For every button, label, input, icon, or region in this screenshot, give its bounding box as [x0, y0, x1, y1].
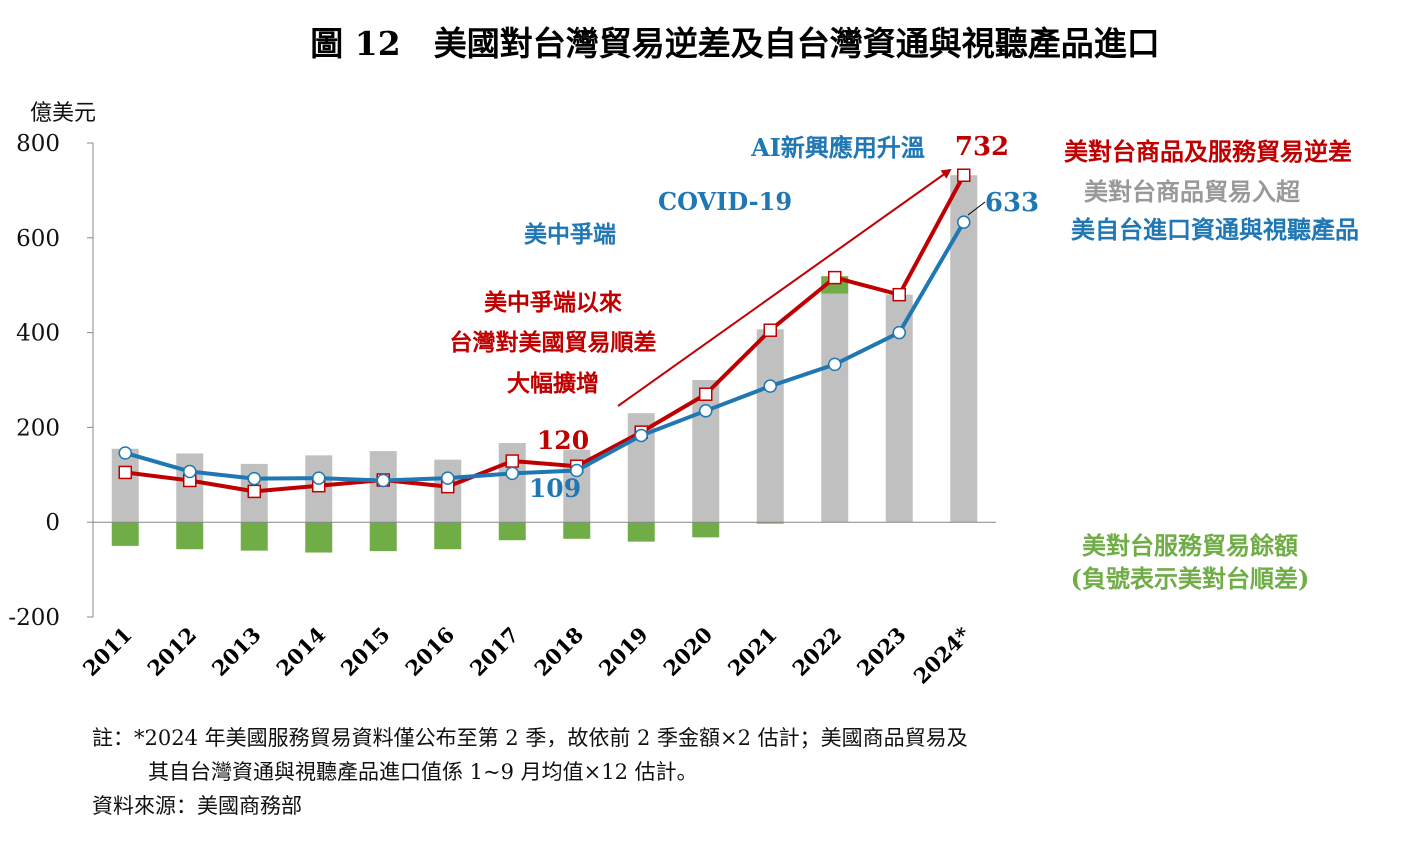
bar-services — [498, 522, 526, 541]
legend-services: 美對台服務貿易餘額 — [1082, 531, 1298, 560]
series-ict-marker — [957, 215, 971, 229]
x-tick-label: 2022 — [787, 622, 846, 681]
bars-layer — [111, 175, 978, 553]
x-tick-label: 2015 — [336, 622, 395, 681]
series-total-marker — [505, 454, 519, 468]
bar-goods — [950, 175, 978, 523]
series-ict-marker — [570, 463, 584, 478]
lines-layer — [118, 168, 971, 499]
bar-services — [111, 522, 139, 546]
x-tick-label: 2017 — [465, 622, 524, 681]
series-total-line — [125, 174, 966, 494]
data-label-732: 732 — [955, 132, 1009, 162]
series-ict-line — [124, 221, 966, 483]
x-tick-label: 2024* — [909, 622, 976, 689]
series-ict-marker — [312, 471, 326, 485]
legend-goods: 美對台商品貿易入超 — [1084, 177, 1301, 206]
data-label-109: 109 — [529, 474, 581, 503]
data-label-120: 120 — [537, 426, 589, 455]
series-total-marker — [699, 387, 713, 401]
series-ict-marker — [505, 466, 519, 481]
bar-services — [176, 522, 204, 550]
series-total-marker — [118, 465, 132, 480]
bar-services — [369, 522, 397, 552]
series-ict-marker — [699, 404, 713, 418]
series-ict-marker — [828, 357, 842, 372]
x-tick-label: 2021 — [723, 622, 782, 681]
annotation-since-line3: 大幅擴增 — [507, 370, 599, 397]
annotation-trade-war: 美中爭端 — [524, 221, 616, 248]
x-tick-label: 2014 — [271, 622, 330, 681]
y-tick-label: 0 — [45, 510, 60, 536]
series-ict-marker — [892, 325, 906, 340]
bar-services — [240, 522, 268, 551]
series-ict-marker — [118, 446, 132, 460]
x-tick-label: 2019 — [594, 622, 653, 681]
y-tick-label: 400 — [16, 321, 60, 347]
y-unit-label: 億美元 — [30, 101, 96, 126]
y-tick-label: 200 — [16, 415, 60, 441]
annotation-covid: COVID-19 — [658, 187, 792, 216]
series-ict-marker — [183, 464, 197, 479]
bar-goods — [756, 329, 784, 523]
x-tick-label: 2018 — [529, 622, 588, 681]
bar-goods — [176, 453, 204, 523]
annotation-since-line2: 台灣對美國貿易順差 — [450, 329, 657, 356]
x-tick-label: 2016 — [400, 622, 459, 681]
bar-services — [692, 522, 720, 538]
y-axis-ticks: 800 600 400 200 0 -200 — [8, 131, 93, 631]
y-tick-label: -200 — [8, 605, 60, 631]
chart-title: 圖 12 美國對台灣貿易逆差及自台灣資通與視聽產品進口 — [310, 24, 1159, 63]
series-total-marker — [247, 484, 261, 499]
x-tick-label: 2011 — [78, 622, 137, 681]
series-ict-marker — [376, 473, 390, 488]
bar-goods — [111, 448, 139, 523]
bar-services — [305, 522, 333, 553]
annotation-since-line1: 美中爭端以來 — [484, 289, 622, 316]
axes-layer — [92, 143, 996, 617]
series-total-marker — [763, 323, 777, 337]
series-ict-marker — [247, 471, 261, 486]
bar-services — [563, 522, 591, 539]
series-ict-marker — [634, 428, 648, 443]
legend-ict: 美自台進口資通與視聽產品 — [1071, 215, 1359, 244]
legend-services-note: (負號表示美對台順差) — [1071, 564, 1310, 593]
label-633-leader — [967, 201, 986, 216]
bar-goods — [821, 293, 849, 523]
series-total-marker — [892, 287, 906, 302]
bar-services — [756, 522, 784, 524]
series-ict-marker — [441, 471, 455, 485]
bar-services — [627, 522, 655, 542]
data-label-633: 633 — [985, 188, 1039, 218]
series-ict-marker — [763, 379, 777, 393]
x-axis-labels: 2011 2012 2013 2014 2015 2016 2017 2018 2019 2020… — [78, 622, 976, 689]
footnote-line1: 註：*2024 年美國服務貿易資料僅公布至第 2 季，故依前 2 季金額×2 估… — [92, 726, 968, 750]
source-note: 資料來源：美國商務部 — [92, 794, 302, 818]
legend-total: 美對台商品及服務貿易逆差 — [1064, 137, 1352, 166]
series-total-marker — [957, 168, 971, 182]
x-tick-label: 2013 — [207, 622, 266, 681]
footnote-line2: 其自台灣資通與視聽產品進口值係 1~9 月均值×12 估計。 — [148, 760, 698, 784]
x-tick-label: 2012 — [142, 622, 201, 681]
series-total-marker — [828, 270, 842, 285]
annotation-ai: AI新興應用升溫 — [750, 133, 925, 162]
bar-goods — [692, 380, 720, 523]
y-tick-label: 600 — [16, 226, 60, 252]
trend-arrow — [617, 168, 952, 407]
x-tick-label: 2020 — [658, 622, 717, 681]
x-tick-label: 2023 — [852, 622, 911, 681]
y-tick-label: 800 — [16, 131, 60, 157]
bar-services — [434, 522, 462, 550]
